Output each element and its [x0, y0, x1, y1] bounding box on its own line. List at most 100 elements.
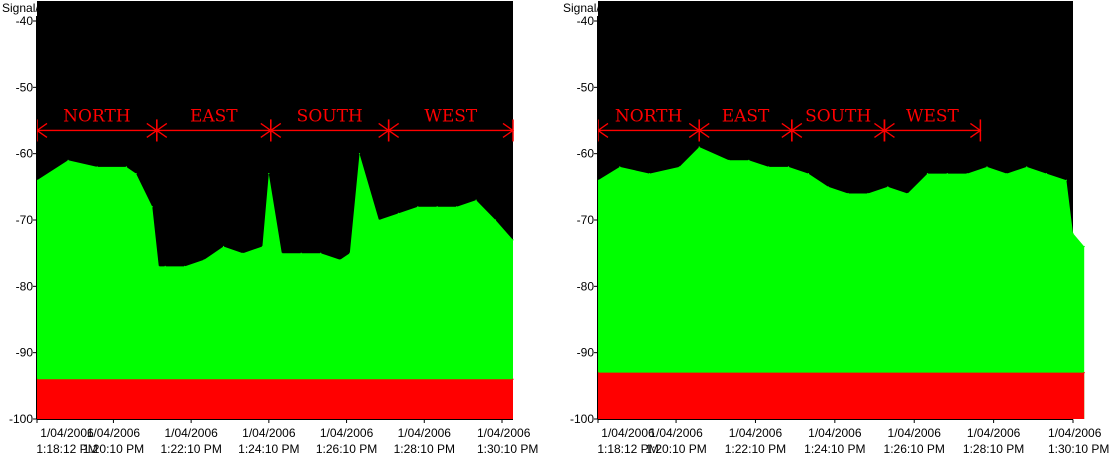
data-point [748, 159, 750, 161]
data-point [1026, 166, 1028, 168]
data-point [494, 219, 497, 221]
x-tick-time: 1:30:10 PM [477, 442, 538, 456]
data-point [768, 166, 770, 168]
region-label: SOUTH [805, 106, 871, 126]
data-point [1083, 372, 1085, 374]
x-tick-time: 1:20:10 PM [83, 442, 144, 456]
x-tick-date: 1/04/2006 [649, 426, 703, 440]
x-tick-date: 1/04/2006 [320, 426, 374, 440]
noise-area [598, 372, 1085, 419]
data-point [787, 166, 790, 168]
data-point [151, 206, 153, 208]
region-label: EAST [722, 106, 770, 126]
y-tick-label: -60 [16, 147, 34, 161]
data-point [436, 206, 438, 208]
y-tick-label: -90 [16, 346, 34, 360]
signal-area [598, 147, 1085, 419]
x-tick-date: 1/04/2006 [601, 426, 655, 440]
region-label: WEST [424, 106, 478, 126]
data-point [619, 166, 621, 168]
x-tick-time: 1:18:12 PM [597, 442, 658, 456]
data-point [164, 265, 166, 267]
x-tick-date: 1/04/2006 [242, 426, 296, 440]
x-tick-date: 1/04/2006 [967, 426, 1021, 440]
data-point [512, 378, 514, 380]
noise-area [37, 379, 513, 419]
data-point [1072, 232, 1074, 234]
data-point [986, 166, 988, 168]
x-tick-date: 1/04/2006 [729, 426, 783, 440]
x-tick-time: 1:24:10 PM [238, 442, 299, 456]
data-point [349, 252, 351, 254]
data-point [397, 212, 399, 214]
x-tick-date: 1/04/2006 [164, 426, 218, 440]
x-tick-time: 1:20:10 PM [645, 442, 706, 456]
x-tick-date: 1/04/2006 [888, 426, 942, 440]
y-tick-label: -100 [570, 412, 594, 426]
data-point [268, 173, 270, 175]
data-point [1006, 173, 1008, 175]
x-tick-date: 1/04/2006 [477, 426, 531, 440]
x-tick-time: 1:22:10 PM [160, 442, 221, 456]
x-tick-date: 1/04/2006 [40, 426, 94, 440]
chart-svg: NORTH EAST SOUTH WEST Signal/Noise, dBm-40 -5… [2, 1, 538, 456]
y-tick-label: -50 [577, 80, 595, 94]
signal-area [37, 153, 513, 419]
y-tick-label: -80 [577, 279, 595, 293]
region-label: NORTH [615, 106, 682, 126]
data-point [358, 153, 361, 155]
y-tick-label: -40 [16, 14, 34, 28]
data-point [728, 159, 730, 161]
y-tick-label: -70 [16, 213, 34, 227]
data-point [926, 173, 929, 175]
data-point [827, 186, 829, 188]
data-point [96, 166, 98, 168]
data-point [339, 259, 341, 261]
data-point [678, 166, 680, 168]
x-tick-date: 1/04/2006 [1048, 426, 1102, 440]
x-tick-time: 1:22:10 PM [725, 442, 786, 456]
region-label: SOUTH [297, 106, 363, 126]
x-tick-time: 1:28:10 PM [394, 442, 455, 456]
y-tick-label: -60 [577, 147, 595, 161]
data-point [1065, 179, 1067, 181]
region-label: NORTH [63, 106, 130, 126]
data-point [887, 186, 889, 188]
x-tick-time: 1:18:12 PM [36, 442, 97, 456]
y-tick-label: -80 [16, 279, 34, 293]
data-point [417, 206, 419, 208]
x-tick-date: 1/04/2006 [87, 426, 141, 440]
signal-noise-chart-left: NORTH EAST SOUTH WEST Signal/Noise, dBm -40 -5… [0, 0, 556, 461]
y-tick-label: -90 [577, 346, 595, 360]
data-point [135, 173, 137, 175]
data-point [867, 192, 869, 195]
data-point [125, 166, 127, 168]
data-point [512, 239, 514, 241]
data-point [300, 252, 302, 254]
data-point [946, 173, 948, 175]
data-point [242, 252, 244, 254]
region-label: WEST [906, 106, 960, 126]
data-point [966, 173, 968, 175]
data-point [281, 252, 283, 254]
chart-svg: NORTH EAST SOUTH WEST Signal/Noise, dBm-40 -5… [563, 1, 1109, 456]
y-axis-label: Signal/Noise, dBm [563, 1, 662, 15]
data-point [649, 173, 651, 175]
data-point [1045, 173, 1048, 175]
data-point [698, 146, 700, 148]
x-tick-time: 1:26:10 PM [316, 442, 377, 456]
x-tick-time: 1:28:10 PM [963, 442, 1024, 456]
data-point [222, 245, 225, 248]
x-tick-time: 1:26:10 PM [884, 442, 945, 456]
data-point [67, 159, 69, 161]
y-tick-label: -50 [16, 80, 34, 94]
data-point [320, 252, 322, 254]
data-point [203, 259, 205, 261]
data-point [847, 192, 849, 195]
data-point [807, 173, 809, 175]
data-point [378, 219, 380, 221]
data-point [158, 265, 160, 267]
x-tick-time: 1:30:10 PM [1048, 442, 1109, 456]
data-point [184, 265, 186, 267]
panel-divider [556, 0, 561, 461]
